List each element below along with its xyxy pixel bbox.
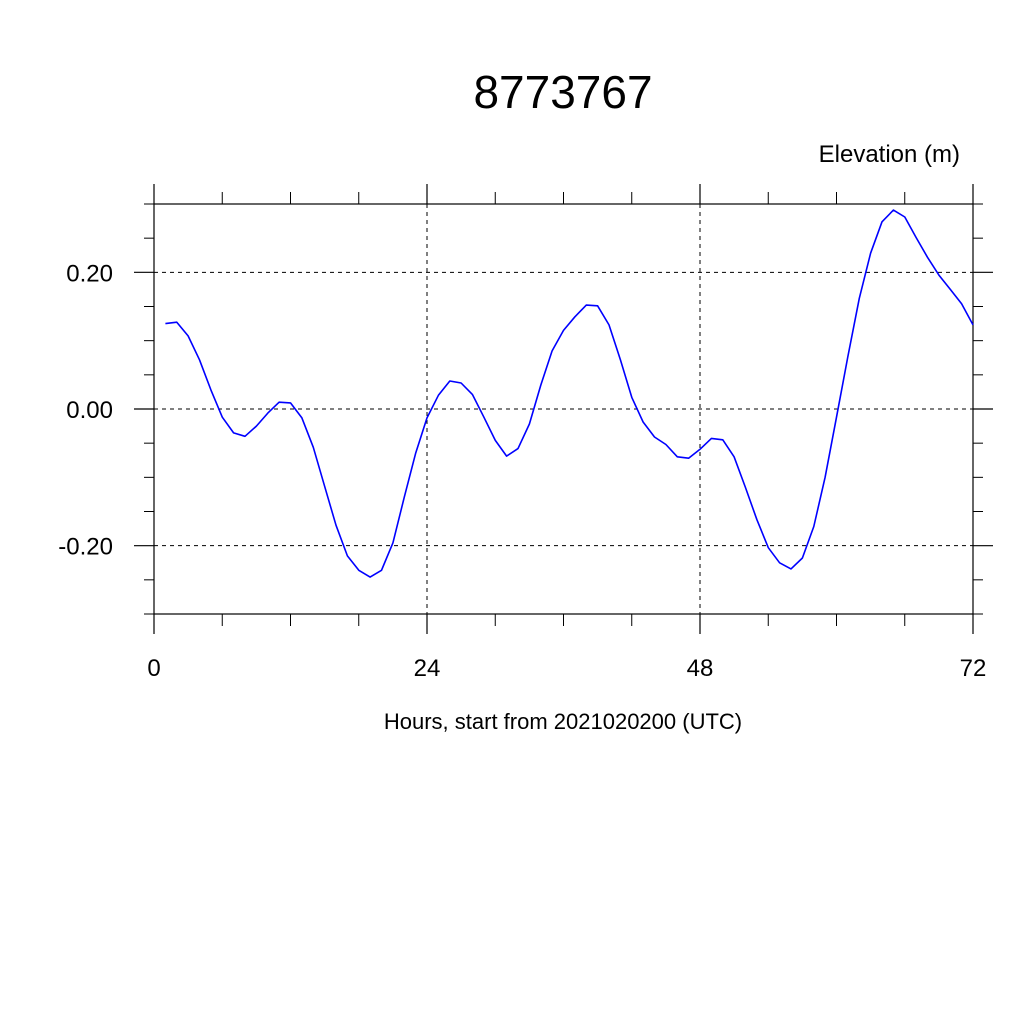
x-tick-label: 72 xyxy=(960,655,987,682)
y-axis-label: Elevation (m) xyxy=(819,141,960,168)
y-tick-labels: -0.20 0.00 0.20 xyxy=(58,260,113,560)
plot-frame xyxy=(153,203,974,615)
x-tick-label: 24 xyxy=(414,655,441,682)
y-tick-label: -0.20 xyxy=(58,534,113,561)
y-tick-label: 0.00 xyxy=(66,397,113,424)
x-tick-labels: 0 24 48 72 xyxy=(147,655,986,682)
x-tick-label: 48 xyxy=(687,655,714,682)
chart-title: 8773767 xyxy=(473,66,652,118)
x-tick-label: 0 xyxy=(147,655,160,682)
series-layer xyxy=(165,209,974,578)
series-line xyxy=(165,209,974,578)
minor-ticks xyxy=(144,192,983,626)
grid-lines xyxy=(153,204,974,614)
y-tick-label: 0.20 xyxy=(66,260,113,287)
x-axis-label: Hours, start from 2021020200 (UTC) xyxy=(384,709,742,734)
major-ticks xyxy=(134,184,993,634)
